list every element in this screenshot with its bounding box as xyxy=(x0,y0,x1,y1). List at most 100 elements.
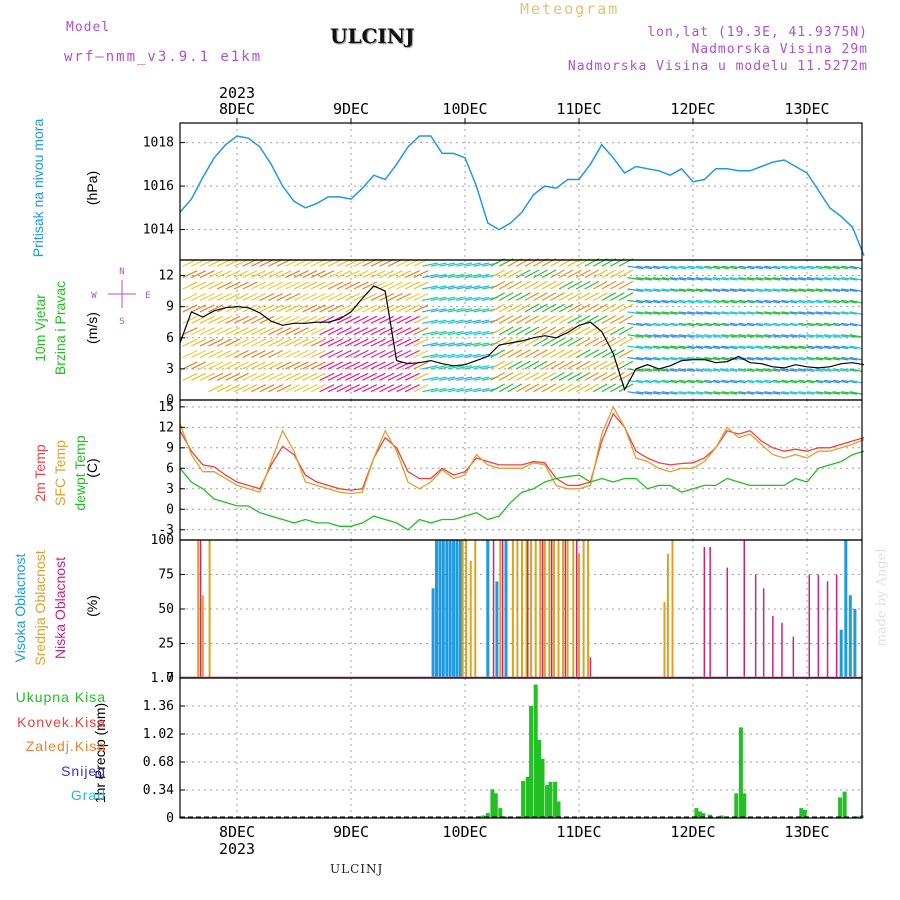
wind-barb-924 xyxy=(832,391,849,395)
wind-barb-717 xyxy=(678,288,695,292)
wind-barb-224 xyxy=(327,292,343,301)
cloud-mid-bar-11 xyxy=(525,540,528,678)
wind-barb-25 xyxy=(191,372,207,381)
wind-barb-930 xyxy=(832,322,849,327)
wind-barb-784 xyxy=(730,345,746,350)
wind-barb-854 xyxy=(781,368,798,372)
cloud-high-bar-4 xyxy=(445,540,449,678)
wind-barb-283 xyxy=(370,304,386,313)
wind-barb-352 xyxy=(422,342,439,347)
wind-barb-881 xyxy=(798,334,815,338)
wind-barb-618 xyxy=(610,315,625,324)
wind-barb-530 xyxy=(550,360,565,370)
wind-barb-737 xyxy=(695,334,712,338)
wind-barb-779 xyxy=(721,265,738,270)
wind-barb-901 xyxy=(815,379,832,384)
wind-barb-777 xyxy=(721,288,738,292)
wind-barb-359 xyxy=(422,262,439,267)
wind-barb-430 xyxy=(473,273,490,279)
cloud-mid-bar-5 xyxy=(469,560,472,678)
wind-barb-747 xyxy=(704,356,721,361)
wind-barb-749 xyxy=(704,334,721,338)
wind-barb-693 xyxy=(661,288,678,292)
wind-barb-96 xyxy=(242,384,258,393)
precip-bar-22 xyxy=(734,793,739,818)
wind-barb-267 xyxy=(362,349,378,359)
wind-barb-842 xyxy=(772,368,789,372)
wind-barb-656 xyxy=(635,299,652,304)
wind-barb-574 xyxy=(575,269,591,279)
wind-barb-98 xyxy=(242,361,258,370)
cloud-mid-bar-13 xyxy=(534,540,537,678)
wind-barb-346 xyxy=(413,270,429,279)
wind-barb-673 xyxy=(653,379,669,384)
wind-barb-888 xyxy=(806,391,823,395)
wind-barb-734 xyxy=(695,368,712,372)
wind-barb-847 xyxy=(772,311,789,315)
cloud-mid-bar-4 xyxy=(465,540,468,678)
wind-barb-938 xyxy=(841,368,858,372)
wind-barb-476 xyxy=(507,292,523,301)
wind-barb-408 xyxy=(464,387,481,393)
wind-barb-225 xyxy=(327,281,343,290)
wind-barb-209 xyxy=(319,327,335,336)
wind-barb-175 xyxy=(293,304,309,313)
wind-barb-63 xyxy=(216,349,232,359)
wind-barb-864 xyxy=(789,391,806,395)
wind-barb-604 xyxy=(601,337,617,347)
wind-barb-349 xyxy=(422,376,439,381)
wind-barb-369 xyxy=(430,285,447,290)
wind-barb-911 xyxy=(815,265,832,270)
wind-barb-853 xyxy=(781,379,798,384)
wind-barb-495 xyxy=(524,349,540,359)
wind-barb-873 xyxy=(789,288,806,292)
wind-barb-464 xyxy=(498,292,514,301)
wind-barb-517 xyxy=(541,372,557,381)
wind-barb-755 xyxy=(704,265,721,270)
wind-barb-41 xyxy=(199,327,215,336)
wind-barb-546 xyxy=(558,315,574,324)
wind-barb-861 xyxy=(781,288,798,292)
cloud-mid-bar-17 xyxy=(552,540,555,678)
wind-barb-597 xyxy=(593,280,608,290)
wind-barb-483 xyxy=(516,349,531,359)
wind-barb-694 xyxy=(661,277,678,281)
wind-barb-657 xyxy=(635,288,652,292)
wind-barb-931 xyxy=(832,311,849,315)
ytick-label-3-4: 100 xyxy=(151,533,174,548)
wind-barb-489 xyxy=(516,280,531,290)
cloud-low-bar-15 xyxy=(772,615,774,678)
wind-barb-132 xyxy=(268,384,284,393)
ytick-label-2-0: -3 xyxy=(158,523,174,538)
wind-barb-34 xyxy=(191,270,207,279)
wind-barb-148 xyxy=(276,338,292,347)
wind-barb-130 xyxy=(259,270,275,279)
wind-barb-281 xyxy=(370,327,386,336)
wind-barb-157 xyxy=(285,372,301,381)
wind-barb-928 xyxy=(832,345,849,350)
compass-label-w: W xyxy=(91,291,97,301)
wind-barb-860 xyxy=(781,299,798,304)
wind-barb-850 xyxy=(772,277,789,281)
wind-barb-703 xyxy=(670,311,687,315)
cloud-mid-bar-1 xyxy=(201,595,204,678)
wind-barb-905 xyxy=(815,334,832,338)
cloud-mid-bar-0 xyxy=(197,540,200,678)
wind-barb-56 xyxy=(208,292,224,301)
ytick-label-0-0: 1014 xyxy=(143,223,174,238)
wind-barb-748 xyxy=(704,345,721,350)
wind-barb-672 xyxy=(653,391,669,395)
wind-barb-823 xyxy=(755,311,772,315)
wind-barb-727 xyxy=(687,311,704,315)
wind-barb-945 xyxy=(841,288,858,292)
wind-barb-465 xyxy=(498,280,514,290)
bottom-day-label-0: 8DEC xyxy=(219,823,255,841)
cloud-mid-bar-2 xyxy=(208,540,211,678)
precip-bar-9 xyxy=(529,706,534,818)
wind-barb-559 xyxy=(567,303,582,313)
wind-barb-414 xyxy=(464,319,481,324)
cloud-low-bar-1 xyxy=(492,540,495,678)
wind-barb-241 xyxy=(345,372,360,381)
wind-barb-686 xyxy=(661,368,678,372)
